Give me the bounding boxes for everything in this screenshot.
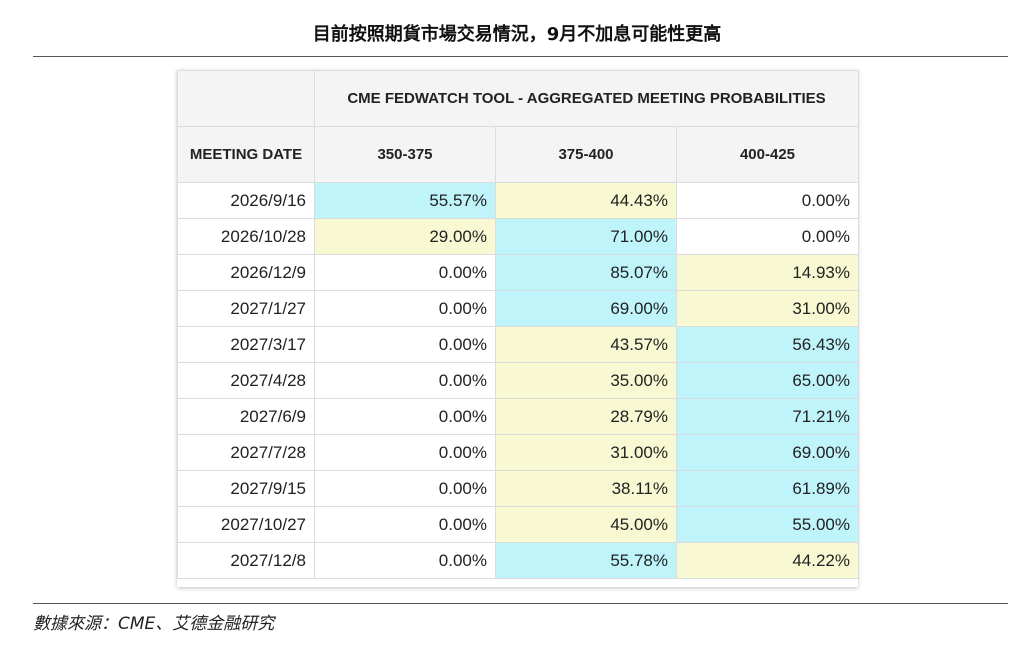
- probability-cell: 35.00%: [495, 362, 677, 399]
- probability-cell: 0.00%: [314, 362, 496, 399]
- probability-cell: 0.00%: [314, 434, 496, 471]
- meeting-date-cell: 2027/10/27: [177, 506, 315, 543]
- probability-cell: 0.00%: [314, 470, 496, 507]
- bottom-divider: [33, 603, 1008, 604]
- probability-cell: 0.00%: [314, 326, 496, 363]
- table-row: 2027/3/17 0.00% 43.57% 56.43%: [177, 326, 859, 363]
- meeting-date-cell: 2027/1/27: [177, 290, 315, 327]
- top-divider: [33, 56, 1008, 57]
- column-header: 350-375: [314, 126, 496, 183]
- probability-cell: 43.57%: [495, 326, 677, 363]
- table-row: 2027/6/9 0.00% 28.79% 71.21%: [177, 398, 859, 435]
- column-header: 400-425: [676, 126, 859, 183]
- probability-cell: 55.00%: [676, 506, 859, 543]
- probability-cell: 31.00%: [495, 434, 677, 471]
- probability-cell: 71.00%: [495, 218, 677, 255]
- probability-cell: 69.00%: [676, 434, 859, 471]
- probability-cell: 55.78%: [495, 542, 677, 579]
- meeting-date-header: MEETING DATE: [177, 126, 315, 183]
- probability-cell: 44.43%: [495, 182, 677, 219]
- probability-cell: 61.89%: [676, 470, 859, 507]
- meeting-date-cell: 2026/12/9: [177, 254, 315, 291]
- meeting-date-cell: 2027/12/8: [177, 542, 315, 579]
- table-row: 2026/12/9 0.00% 85.07% 14.93%: [177, 254, 859, 291]
- meeting-date-cell: 2026/9/16: [177, 182, 315, 219]
- empty-corner-cell: [177, 70, 315, 127]
- probability-cell: 31.00%: [676, 290, 859, 327]
- probability-cell: 28.79%: [495, 398, 677, 435]
- probability-cell: 85.07%: [495, 254, 677, 291]
- fedwatch-table: CME FEDWATCH TOOL - AGGREGATED MEETING P…: [177, 70, 859, 579]
- probability-cell: 55.57%: [314, 182, 496, 219]
- table-title: CME FEDWATCH TOOL - AGGREGATED MEETING P…: [314, 70, 859, 127]
- probability-cell: 0.00%: [676, 182, 859, 219]
- meeting-date-cell: 2027/6/9: [177, 398, 315, 435]
- probability-cell: 38.11%: [495, 470, 677, 507]
- probability-cell: 56.43%: [676, 326, 859, 363]
- probability-cell: 45.00%: [495, 506, 677, 543]
- table-row: 2026/10/28 29.00% 71.00% 0.00%: [177, 218, 859, 255]
- probability-cell: 69.00%: [495, 290, 677, 327]
- meeting-date-cell: 2027/9/15: [177, 470, 315, 507]
- table-row: 2027/10/27 0.00% 45.00% 55.00%: [177, 506, 859, 543]
- table-body: 2026/9/16 55.57% 44.43% 0.00% 2026/10/28 29.0…: [177, 182, 859, 579]
- probability-cell: 65.00%: [676, 362, 859, 399]
- probability-cell: 0.00%: [314, 398, 496, 435]
- meeting-date-cell: 2027/3/17: [177, 326, 315, 363]
- meeting-date-cell: 2026/10/28: [177, 218, 315, 255]
- probability-cell: 0.00%: [314, 506, 496, 543]
- probability-cell: 14.93%: [676, 254, 859, 291]
- fedwatch-table-container: CME FEDWATCH TOOL - AGGREGATED MEETING P…: [177, 70, 859, 587]
- probability-cell: 29.00%: [314, 218, 496, 255]
- probability-cell: 0.00%: [314, 542, 496, 579]
- table-row: 2027/9/15 0.00% 38.11% 61.89%: [177, 470, 859, 507]
- meeting-date-cell: 2027/7/28: [177, 434, 315, 471]
- chart-title: 目前按照期貨市場交易情況，9月不加息可能性更高: [312, 24, 722, 45]
- probability-cell: 71.21%: [676, 398, 859, 435]
- table-row: 2026/9/16 55.57% 44.43% 0.00%: [177, 182, 859, 219]
- probability-cell: 0.00%: [314, 254, 496, 291]
- column-header: 375-400: [495, 126, 677, 183]
- table-row: 2027/1/27 0.00% 69.00% 31.00%: [177, 290, 859, 327]
- probability-cell: 44.22%: [676, 542, 859, 579]
- probability-cell: 0.00%: [676, 218, 859, 255]
- table-row: 2027/12/8 0.00% 55.78% 44.22%: [177, 542, 859, 579]
- table-row: 2027/4/28 0.00% 35.00% 65.00%: [177, 362, 859, 399]
- meeting-date-cell: 2027/4/28: [177, 362, 315, 399]
- source-note: 數據來源：CME、艾德金融研究: [33, 614, 275, 634]
- table-row: 2027/7/28 0.00% 31.00% 69.00%: [177, 434, 859, 471]
- probability-cell: 0.00%: [314, 290, 496, 327]
